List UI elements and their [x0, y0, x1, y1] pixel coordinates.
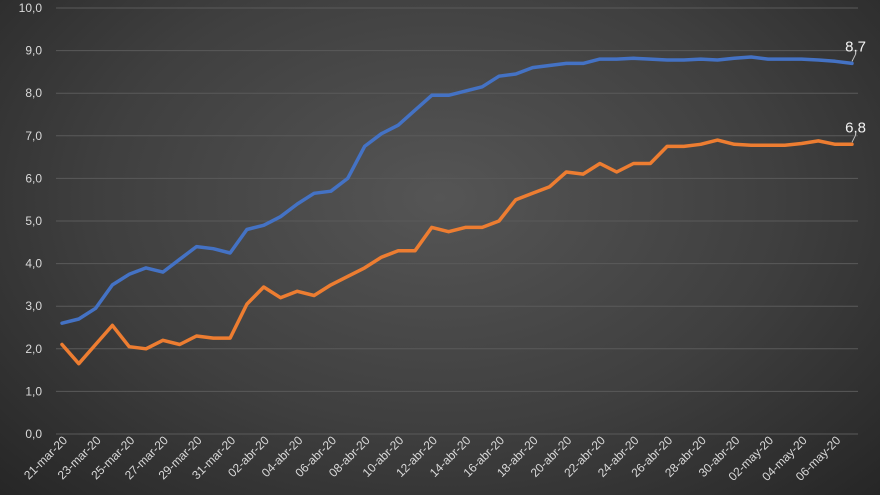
y-tick-label: 6,0	[25, 171, 42, 185]
y-tick-label: 8,0	[25, 86, 42, 100]
series-lines	[60, 55, 854, 366]
leader-line	[851, 134, 857, 143]
y-tick-label: 7,0	[25, 129, 42, 143]
y-tick-label: 10,0	[19, 1, 43, 15]
series-line-2	[60, 138, 854, 366]
leader-line	[851, 53, 857, 62]
y-tick-label: 5,0	[25, 214, 42, 228]
y-tick-label: 4,0	[25, 257, 42, 271]
y-tick-label: 1,0	[25, 384, 42, 398]
gridlines	[56, 7, 858, 435]
y-tick-label: 2,0	[25, 342, 42, 356]
y-axis-tick-labels: 0,0 1,0 2,0 3,0 4,0 5,0 6,0 7,0 8,0 9,0 10,0	[19, 1, 43, 441]
end-value-label: 6,8	[845, 119, 866, 136]
y-tick-label: 9,0	[25, 44, 42, 58]
y-tick-label: 0,0	[25, 427, 42, 441]
x-axis-tick-labels: 21-mar-2023-mar-2025-mar-2027-mar-2029-m…	[21, 433, 843, 484]
y-tick-label: 3,0	[25, 299, 42, 313]
series-line-1	[60, 55, 854, 325]
end-value-labels: 8,7 6,8	[845, 38, 866, 143]
end-value-label: 8,7	[845, 38, 866, 55]
